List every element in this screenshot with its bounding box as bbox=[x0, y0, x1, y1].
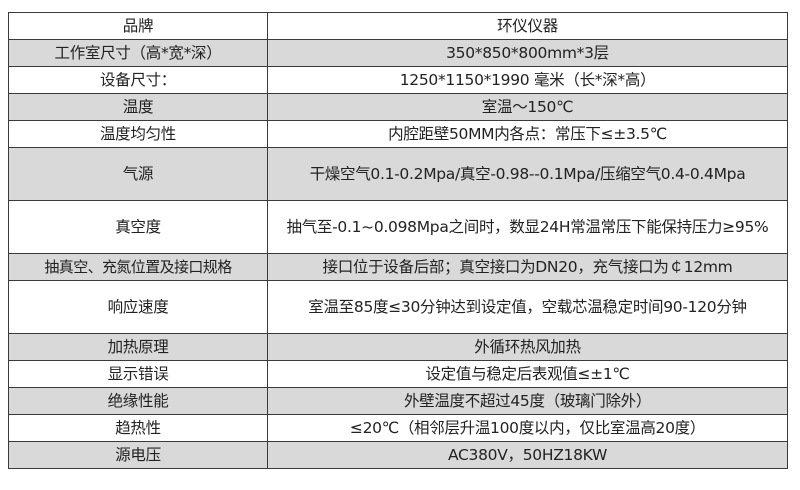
table-row-response-speed: 响应速度 室温至85度≤30分钟达到设定值，空载芯温稳定时间90-120分钟 bbox=[8, 280, 788, 334]
row-value: 室温至85度≤30分钟达到设定值，空载芯温稳定时间90-120分钟 bbox=[267, 280, 788, 334]
table-row-brand: 品牌 环仪仪器 bbox=[8, 12, 788, 40]
row-label: 趋热性 bbox=[8, 414, 268, 442]
spec-table: 品牌 环仪仪器 工作室尺寸（高*宽*深） 350*850*800mm*3层 设备尺寸… bbox=[8, 12, 788, 469]
row-value: 抽气至-0.1~0.098Mpa之间时，数显24H常温常压下能保持压力≥95% bbox=[267, 200, 788, 254]
row-value: 内腔距壁50MM内各点：常压下≤±3.5℃ bbox=[267, 120, 788, 148]
row-label: 响应速度 bbox=[8, 280, 268, 334]
row-label: 气源 bbox=[8, 147, 268, 201]
row-value: 环仪仪器 bbox=[267, 12, 788, 40]
table-row-insulation: 绝缘性能 外壁温度不超过45度（玻璃门除外） bbox=[8, 387, 788, 415]
row-value: 外壁温度不超过45度（玻璃门除外） bbox=[267, 387, 788, 415]
table-row-gas-source: 气源 干燥空气0.1-0.2Mpa/真空-0.98--0.1Mpa/压缩空气0.4… bbox=[8, 147, 788, 201]
row-value: 干燥空气0.1-0.2Mpa/真空-0.98--0.1Mpa/压缩空气0.4-0… bbox=[267, 147, 788, 201]
row-value: 接口位于设备后部；真空接口为DN20，充气接口为￠12mm bbox=[267, 253, 788, 281]
row-label: 加热原理 bbox=[8, 333, 268, 361]
row-label: 源电压 bbox=[8, 441, 268, 469]
row-label: 设备尺寸： bbox=[8, 66, 268, 94]
table-row-power-voltage: 源电压 AC380V，50HZ18KW bbox=[8, 441, 788, 469]
row-value: 外循环热风加热 bbox=[267, 333, 788, 361]
row-label: 工作室尺寸（高*宽*深） bbox=[8, 39, 268, 67]
table-row-ports: 抽真空、充氮位置及接口规格 接口位于设备后部；真空接口为DN20，充气接口为￠12… bbox=[8, 253, 788, 281]
row-label: 温度均匀性 bbox=[8, 120, 268, 148]
row-value: AC380V，50HZ18KW bbox=[267, 441, 788, 469]
row-value: 室温～150℃ bbox=[267, 93, 788, 121]
row-value: ≤20℃（相邻层升温100度以内，仅比室温高20度） bbox=[267, 414, 788, 442]
row-value: 设定值与稳定后表观值≤±1℃ bbox=[267, 360, 788, 388]
table-row-equipment-size: 设备尺寸： 1250*1150*1990 毫米（长*深*高） bbox=[8, 66, 788, 94]
table-row-heat-tendency: 趋热性 ≤20℃（相邻层升温100度以内，仅比室温高20度） bbox=[8, 414, 788, 442]
row-label: 温度 bbox=[8, 93, 268, 121]
row-value: 350*850*800mm*3层 bbox=[267, 39, 788, 67]
table-row-temperature-uniformity: 温度均匀性 内腔距壁50MM内各点：常压下≤±3.5℃ bbox=[8, 120, 788, 148]
row-value: 1250*1150*1990 毫米（长*深*高） bbox=[267, 66, 788, 94]
table-row-heating-principle: 加热原理 外循环热风加热 bbox=[8, 333, 788, 361]
row-label: 品牌 bbox=[8, 12, 268, 40]
row-label: 显示错误 bbox=[8, 360, 268, 388]
table-row-chamber-size: 工作室尺寸（高*宽*深） 350*850*800mm*3层 bbox=[8, 39, 788, 67]
table-row-display-error: 显示错误 设定值与稳定后表观值≤±1℃ bbox=[8, 360, 788, 388]
row-label: 绝缘性能 bbox=[8, 387, 268, 415]
row-label: 真空度 bbox=[8, 200, 268, 254]
table-row-temperature: 温度 室温～150℃ bbox=[8, 93, 788, 121]
table-row-vacuum: 真空度 抽气至-0.1~0.098Mpa之间时，数显24H常温常压下能保持压力≥9… bbox=[8, 200, 788, 254]
row-label: 抽真空、充氮位置及接口规格 bbox=[8, 253, 268, 281]
